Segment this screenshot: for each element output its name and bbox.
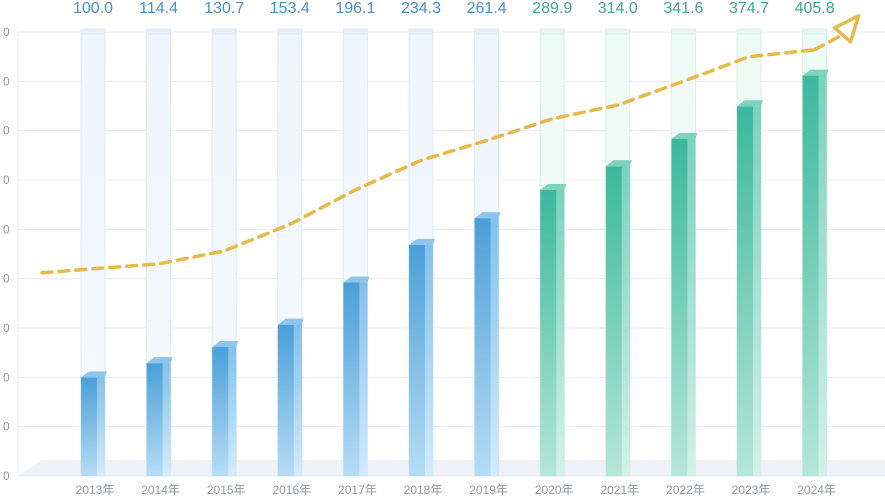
ghost-column-cap <box>736 28 762 35</box>
data-label: 374.7 <box>729 0 769 17</box>
axis-labels: 0 0 0 0 0 0 0 0 0 0 2013年 2014年 2015年 2016年 2017年 2018年… <box>3 25 836 497</box>
bar-top <box>212 341 239 348</box>
data-label: 289.9 <box>532 0 572 17</box>
bar-side <box>425 244 433 476</box>
bar-side <box>293 324 302 476</box>
bar-side <box>818 75 827 477</box>
ghost-column-cap <box>408 28 434 35</box>
y-tick-label: 0 <box>3 25 10 39</box>
ghost-column-cap <box>80 28 106 35</box>
x-tick-label: 2023年 <box>732 483 771 497</box>
data-label: 100.0 <box>73 0 113 17</box>
bar-top <box>802 69 829 76</box>
ghost-column-cap <box>211 28 237 35</box>
x-tick-label: 2016年 <box>272 483 311 497</box>
data-label: 196.1 <box>335 0 375 17</box>
trend-arrow-icon <box>832 14 861 44</box>
bar-side <box>687 138 696 477</box>
data-label: 314.0 <box>598 0 638 17</box>
y-tick-label: 0 <box>3 74 10 88</box>
ghost-column-cap <box>605 28 631 35</box>
y-tick-label: 0 <box>3 420 10 434</box>
bar-side <box>556 189 565 476</box>
bar-top <box>343 276 370 283</box>
ghost-columns <box>80 28 828 477</box>
data-label: 405.8 <box>795 0 835 17</box>
ghost-column-cap <box>277 28 303 35</box>
data-label: 234.3 <box>401 0 441 17</box>
data-labels: 100.0 114.4 130.7 153.4 196.1 234.3 261.4 289.9… <box>73 0 835 17</box>
y-tick-label: 0 <box>3 321 10 335</box>
x-tick-label: 2014年 <box>141 483 180 497</box>
y-tick-label: 0 <box>3 370 10 384</box>
x-tick-label: 2020年 <box>535 483 574 497</box>
x-tick-label: 2017年 <box>338 483 377 497</box>
bar-top <box>409 238 435 245</box>
data-label: 114.4 <box>139 0 178 17</box>
ghost-column-cap <box>342 28 368 35</box>
ghost-column-cap <box>539 28 565 35</box>
data-label: 261.4 <box>467 0 507 17</box>
trend-line-layer <box>40 14 861 275</box>
y-tick-label: 0 <box>3 173 10 187</box>
y-tick-label: 0 <box>3 469 10 483</box>
bar-side <box>621 166 630 477</box>
bar-side <box>162 363 171 476</box>
data-label: 153.4 <box>270 0 310 17</box>
x-tick-label: 2018年 <box>404 483 443 497</box>
ghost-column-cap <box>670 28 696 35</box>
bar-side <box>228 347 237 476</box>
bar-top <box>277 318 304 325</box>
bar-top <box>81 371 107 378</box>
x-tick-label: 2015年 <box>207 483 246 497</box>
bar-top <box>540 183 567 190</box>
y-tick-label: 0 <box>3 222 10 236</box>
ghost-column-cap <box>146 28 172 35</box>
data-label: 341.6 <box>663 0 703 17</box>
bar-side <box>359 282 368 476</box>
x-tick-label: 2013年 <box>76 483 115 497</box>
data-label: 130.7 <box>204 0 244 17</box>
bar-top <box>605 160 632 167</box>
x-tick-label: 2019年 <box>469 483 508 497</box>
bar-series <box>81 69 829 477</box>
x-tick-label: 2024年 <box>797 483 836 497</box>
bar-side <box>97 377 105 476</box>
y-tick-label: 0 <box>3 272 10 286</box>
bar-top <box>146 357 173 364</box>
bar-side <box>490 218 499 476</box>
y-tick-label: 0 <box>3 124 10 138</box>
x-tick-label: 2021年 <box>600 483 639 497</box>
ghost-column-cap <box>474 28 500 35</box>
trend-line-tail <box>812 34 843 52</box>
bar-top <box>474 212 501 219</box>
trend-line <box>40 48 817 275</box>
bar-side <box>753 106 761 477</box>
bar-top <box>671 132 698 139</box>
ghost-column-cap <box>802 28 828 35</box>
x-tick-label: 2022年 <box>666 483 705 497</box>
bar-top <box>737 100 763 107</box>
